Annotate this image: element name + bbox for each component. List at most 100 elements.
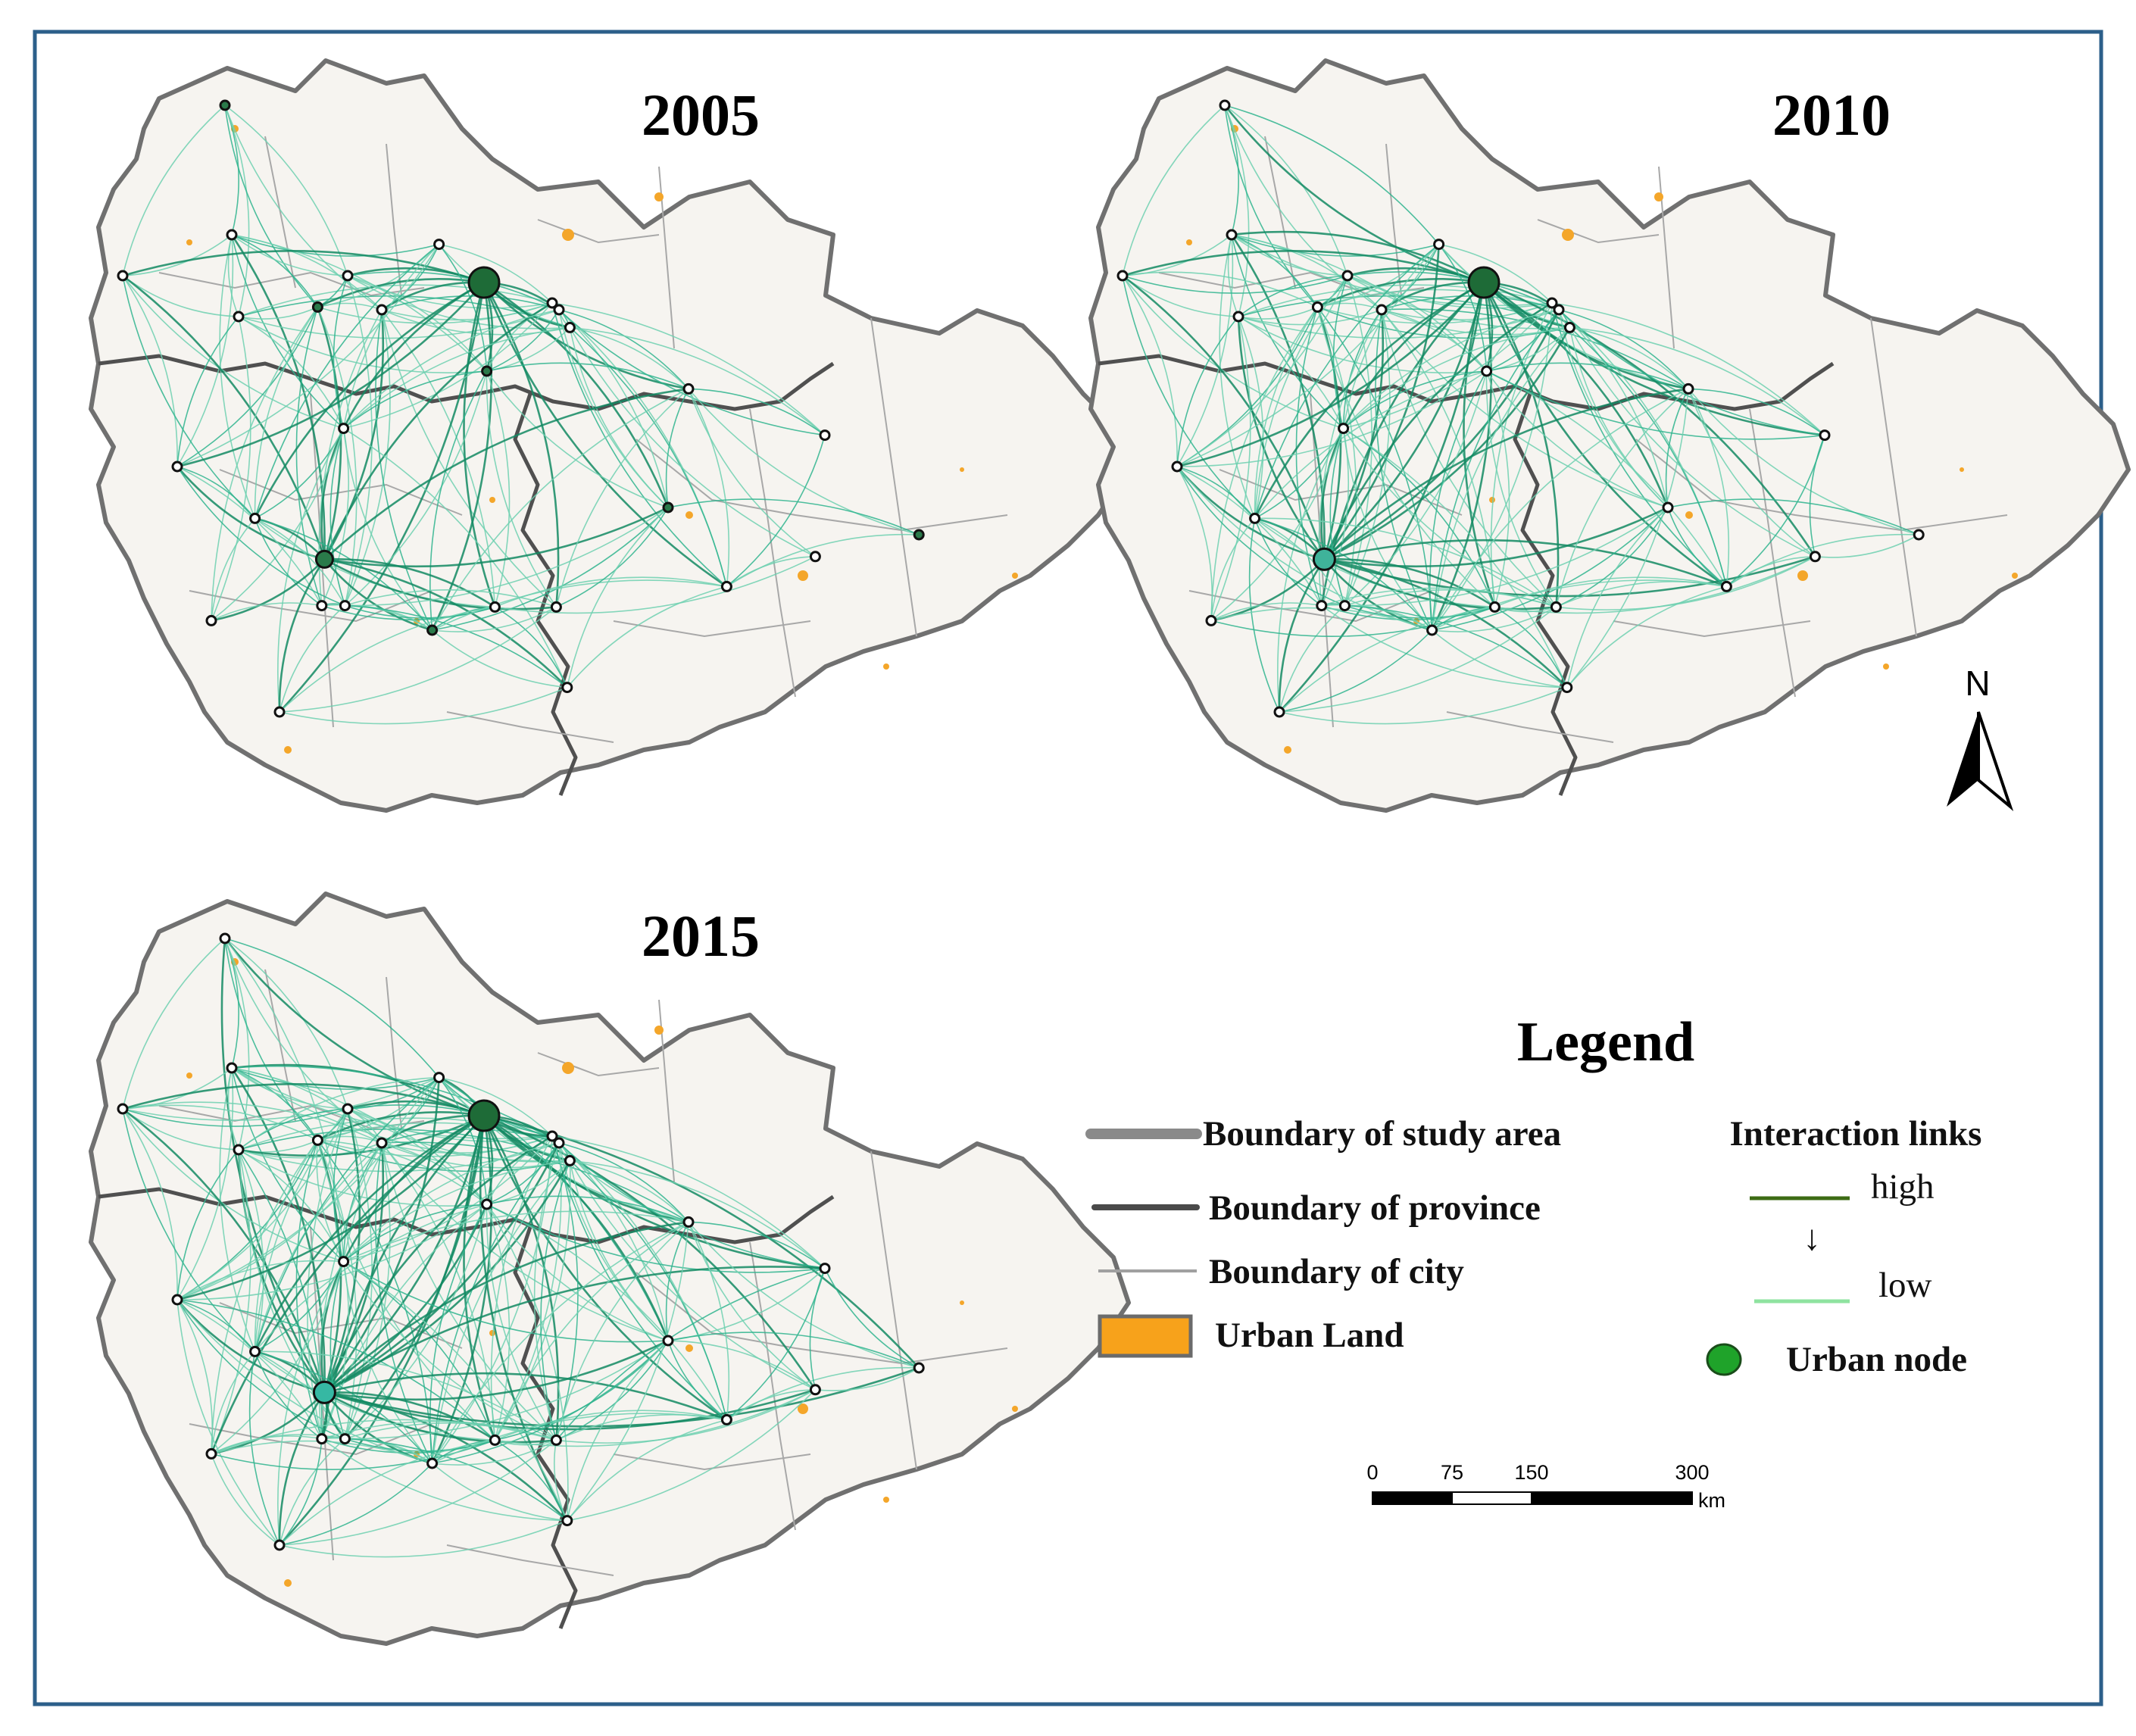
urban-node [1338, 600, 1351, 612]
urban-node [1232, 311, 1244, 323]
interaction-link [1329, 428, 1346, 606]
interaction-link [1558, 309, 1825, 436]
interaction-link [345, 1438, 568, 1522]
interaction-link [1323, 309, 1560, 560]
interaction-link [486, 1204, 669, 1341]
urban-node [1563, 321, 1575, 333]
interaction-link [1176, 466, 1213, 621]
interaction-link [381, 309, 496, 607]
interaction-link [238, 1149, 264, 1352]
interaction-link [279, 1463, 433, 1546]
interaction-link [329, 1261, 346, 1439]
interaction-link [343, 1204, 487, 1263]
interaction-link [176, 244, 440, 467]
interaction-link [439, 243, 560, 311]
urban-node [1561, 682, 1573, 694]
interaction-link [345, 604, 568, 688]
interaction-link [494, 1160, 571, 1441]
interaction-link [343, 326, 570, 429]
urban-node [1720, 580, 1732, 592]
interaction-link [1323, 309, 1384, 560]
interaction-link [176, 466, 256, 519]
interaction-link [324, 557, 496, 608]
interaction-link [211, 1419, 557, 1455]
interaction-link [1324, 539, 1727, 588]
interaction-link [569, 326, 728, 587]
interaction-link [1347, 275, 1488, 372]
interaction-link [558, 309, 826, 436]
interaction-link [1569, 326, 1689, 389]
interaction-link [1566, 585, 1727, 688]
legend-label-urban-land: Urban Land [1215, 1316, 1404, 1355]
interaction-link [431, 388, 689, 631]
interaction-link [176, 1260, 344, 1300]
interaction-link [688, 1221, 826, 1269]
north-arrow: N [1947, 663, 2014, 812]
interaction-link [231, 234, 345, 429]
urban-node-major [467, 266, 501, 299]
interaction-link [176, 1149, 239, 1300]
interaction-link [1667, 498, 1919, 535]
interaction-link [324, 1391, 568, 1522]
interaction-link [323, 1077, 440, 1394]
interaction-link [1278, 558, 1326, 713]
interaction-link [667, 498, 920, 535]
interaction-link [569, 1160, 669, 1341]
interaction-link [1381, 309, 1488, 372]
interaction-link [1279, 686, 1568, 725]
urban-node [316, 1433, 328, 1445]
interaction-link [483, 1114, 817, 1391]
urban-node [1205, 614, 1217, 626]
interaction-link [1238, 306, 1318, 320]
interaction-link [324, 558, 568, 688]
interaction-link [1725, 533, 1919, 588]
interaction-link [1254, 517, 1557, 608]
interaction-link [1176, 282, 1485, 468]
interaction-link [667, 1340, 727, 1421]
interaction-link [1176, 466, 1256, 519]
interaction-link [279, 1438, 323, 1546]
interaction-link [231, 1067, 439, 1090]
interaction-link [1486, 309, 1560, 372]
urban-node [1553, 304, 1565, 316]
interaction-link [231, 234, 439, 257]
interaction-link [254, 281, 485, 519]
interaction-link [1238, 316, 1344, 429]
interaction-link [324, 1366, 920, 1428]
interaction-link [688, 1222, 816, 1391]
interaction-link [1342, 428, 1433, 631]
interaction-link [1551, 302, 1727, 588]
interaction-link [211, 517, 256, 621]
interaction-link [551, 302, 826, 436]
interaction-link [323, 1204, 488, 1394]
interaction-link [1224, 105, 1348, 276]
interaction-link [824, 1268, 920, 1369]
urban-node [316, 600, 328, 612]
interaction-link [1237, 316, 1326, 560]
interaction-link [122, 105, 226, 276]
urban-node [171, 1294, 183, 1306]
interaction-link [667, 1340, 816, 1391]
interaction-link [1551, 302, 1825, 436]
urban-node [1433, 239, 1445, 251]
interaction-link [429, 370, 488, 631]
interaction-link [176, 466, 325, 560]
interaction-link [279, 606, 495, 713]
interaction-link [279, 1438, 345, 1546]
urban-node [1116, 270, 1129, 282]
interaction-link [231, 234, 348, 276]
urban-node [1488, 601, 1501, 613]
interaction-link [483, 1114, 670, 1341]
interaction-link [1332, 275, 1348, 429]
interaction-link [1556, 580, 1727, 608]
interaction-link [1231, 234, 1348, 276]
interaction-link [211, 316, 251, 621]
urban-node [819, 429, 831, 442]
interaction-link [238, 1149, 346, 1440]
urban-node [550, 601, 562, 613]
interaction-link [224, 105, 348, 276]
interaction-link [343, 370, 487, 429]
interaction-link [343, 1142, 560, 1263]
urban-node [913, 1362, 925, 1374]
interaction-link [1323, 558, 1557, 610]
